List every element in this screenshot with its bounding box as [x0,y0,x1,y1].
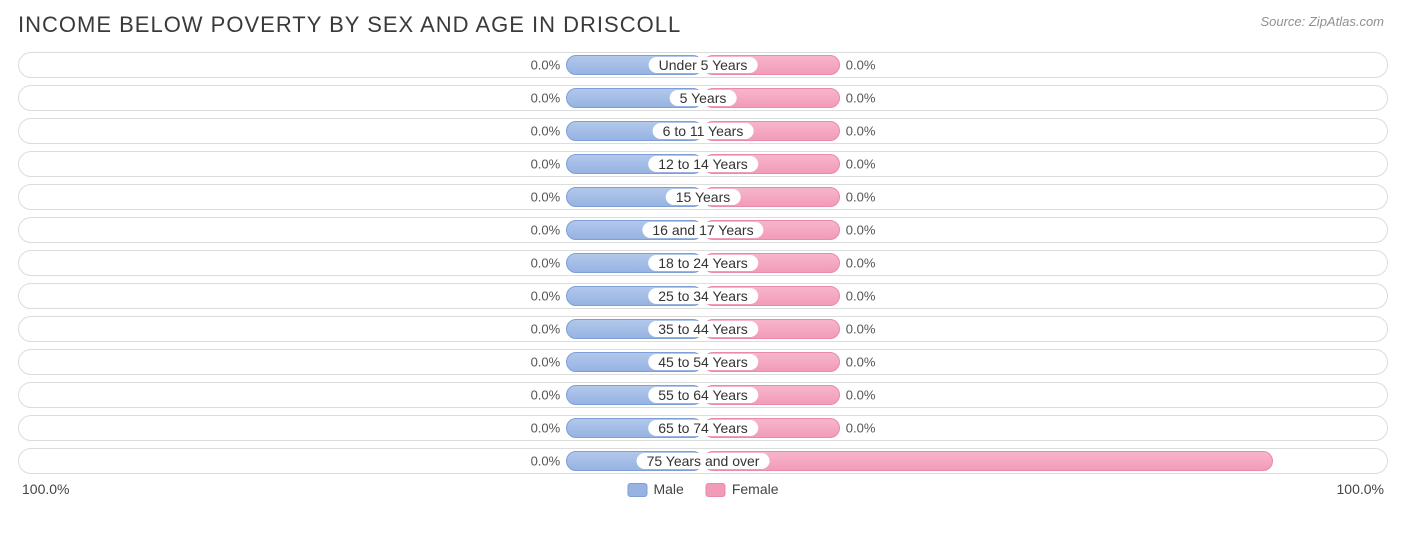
age-label: 16 and 17 Years [642,222,763,238]
legend-female-label: Female [732,481,779,497]
age-label: 55 to 64 Years [648,387,758,403]
legend-male: Male [627,481,683,497]
age-label: 18 to 24 Years [648,255,758,271]
source-attribution: Source: ZipAtlas.com [1260,14,1384,29]
chart-row: 0.0% 0.0% 18 to 24 Years [18,250,1388,276]
female-value: 0.0% [846,190,876,205]
male-value: 0.0% [531,256,561,271]
age-label: 35 to 44 Years [648,321,758,337]
chart-row: 0.0% 0.0% 16 and 17 Years [18,217,1388,243]
age-label: 12 to 14 Years [648,156,758,172]
female-value: 0.0% [846,256,876,271]
female-value: 0.0% [846,421,876,436]
age-label: 25 to 34 Years [648,288,758,304]
female-value: 0.0% [846,388,876,403]
female-value: 0.0% [846,355,876,370]
age-label: 45 to 54 Years [648,354,758,370]
legend-female: Female [706,481,779,497]
male-value: 0.0% [531,421,561,436]
chart-row: 0.0% 0.0% Under 5 Years [18,52,1388,78]
chart-row: 0.0% 0.0% 5 Years [18,85,1388,111]
female-value: 0.0% [846,58,876,73]
chart-row: 0.0% 0.0% 12 to 14 Years [18,151,1388,177]
female-value: 0.0% [846,322,876,337]
male-value: 0.0% [531,124,561,139]
chart-row: 0.0% 0.0% 35 to 44 Years [18,316,1388,342]
male-value: 0.0% [531,58,561,73]
male-value: 0.0% [531,157,561,172]
pyramid-chart: 0.0%0.0%Under 5 Years0.0%0.0%5 Years0.0%… [18,52,1388,474]
female-value: 0.0% [846,157,876,172]
female-swatch [706,483,726,497]
male-value: 0.0% [531,322,561,337]
male-value: 0.0% [531,91,561,106]
male-value: 0.0% [531,454,561,469]
age-label: 15 Years [666,189,741,205]
female-bar [703,451,1273,471]
chart-row: 0.0% 0.0% 65 to 74 Years [18,415,1388,441]
axis-right-max: 100.0% [1337,481,1384,497]
female-value: 0.0% [846,223,876,238]
legend-male-label: Male [653,481,683,497]
male-value: 0.0% [531,355,561,370]
age-label: 5 Years [670,90,737,106]
male-swatch [627,483,647,497]
chart-row: 0.0% 0.0% 25 to 34 Years [18,283,1388,309]
female-value: 0.0% [846,289,876,304]
axis-left-max: 100.0% [22,481,69,497]
female-value: 83.3% [1340,454,1377,469]
legend: Male Female [627,481,778,497]
chart-row: 0.0% 0.0% 55 to 64 Years [18,382,1388,408]
female-value: 0.0% [846,91,876,106]
male-value: 0.0% [531,388,561,403]
male-value: 0.0% [531,190,561,205]
chart-row: 0.0% 0.0% 6 to 11 Years [18,118,1388,144]
chart-row: 0.0% 0.0% 15 Years [18,184,1388,210]
age-label: 6 to 11 Years [653,123,754,139]
female-value: 0.0% [846,124,876,139]
chart-row: 0.0% 0.0% 45 to 54 Years [18,349,1388,375]
age-label: 75 Years and over [637,453,770,469]
age-label: 65 to 74 Years [648,420,758,436]
axis-row: 100.0% Male Female 100.0% [18,481,1388,507]
male-value: 0.0% [531,223,561,238]
chart-title: INCOME BELOW POVERTY BY SEX AND AGE IN D… [18,12,1388,38]
chart-row: 0.0% 83.3% 75 Years and over [18,448,1388,474]
age-label: Under 5 Years [649,57,758,73]
male-value: 0.0% [531,289,561,304]
